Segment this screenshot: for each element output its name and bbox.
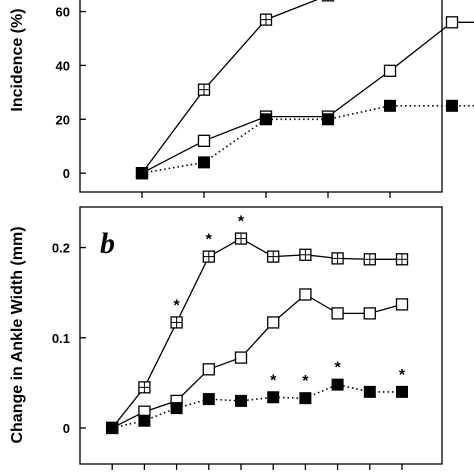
data-point xyxy=(136,167,148,180)
data-point xyxy=(170,402,183,415)
significance-star: * xyxy=(302,373,309,390)
series-square-filled xyxy=(136,99,474,180)
y-tick-label: 40 xyxy=(56,58,70,73)
y-tick-label: 0.1 xyxy=(52,331,70,346)
significance-star: * xyxy=(206,232,213,249)
data-point xyxy=(384,99,396,112)
series-line xyxy=(111,237,402,429)
plot-frame xyxy=(79,0,443,193)
data-point xyxy=(202,250,215,263)
significance-star: * xyxy=(173,297,180,314)
data-point xyxy=(446,99,458,112)
data-point xyxy=(267,250,280,263)
data-point xyxy=(138,414,151,427)
significance-star: * xyxy=(238,214,245,231)
y-tick-label: 0 xyxy=(63,421,70,436)
series-line xyxy=(112,383,402,429)
series-square-open xyxy=(135,16,474,180)
data-point xyxy=(395,298,409,311)
y-tick-label: 20 xyxy=(56,112,70,127)
y-tick-label: 0.2 xyxy=(52,241,70,256)
data-point xyxy=(106,421,119,434)
series-line xyxy=(141,0,319,174)
series-line xyxy=(141,21,474,174)
data-point xyxy=(234,351,248,364)
data-point xyxy=(234,232,248,245)
data-point xyxy=(197,134,211,147)
data-point xyxy=(267,316,280,329)
data-point xyxy=(198,156,210,169)
data-point xyxy=(259,13,273,26)
series-square-filled xyxy=(106,378,408,434)
panel-label: b xyxy=(100,227,115,260)
data-point xyxy=(299,248,312,261)
data-point xyxy=(138,381,151,394)
data-point xyxy=(383,64,397,77)
data-point xyxy=(299,392,312,405)
series-line xyxy=(141,105,474,174)
series-line xyxy=(111,293,403,429)
data-point xyxy=(260,113,272,126)
data-point xyxy=(267,391,280,404)
data-point xyxy=(322,113,334,126)
plot-frame xyxy=(79,206,443,465)
data-point xyxy=(202,363,215,376)
significance-star: * xyxy=(399,367,406,384)
data-point xyxy=(170,316,183,329)
data-point xyxy=(321,0,335,2)
significance-star: * xyxy=(334,360,341,377)
data-point xyxy=(202,393,215,406)
data-point xyxy=(363,253,376,266)
y-axis-title: Incidence (%) xyxy=(9,8,26,111)
data-point xyxy=(445,16,459,29)
y-axis-title: Change in Ankle Width (mm) xyxy=(9,226,26,443)
chart-panel-2: 0 0.1 0.2 Change in Ankle Width (mm) b * * * * * *… xyxy=(9,206,443,470)
series-square-cross xyxy=(106,232,409,435)
data-point xyxy=(331,378,344,391)
significance-star: * xyxy=(270,372,277,389)
data-point xyxy=(331,307,344,320)
series-square-open xyxy=(106,288,409,435)
data-point xyxy=(197,83,211,96)
y-tick-label: 0 xyxy=(63,166,70,181)
data-point xyxy=(363,385,376,398)
chart-panel-1: 0 20 40 60 Incidence (%) xyxy=(9,0,474,198)
data-point xyxy=(395,253,409,266)
data-point xyxy=(235,394,247,407)
data-point xyxy=(299,288,312,301)
y-tick-label: 60 xyxy=(56,5,70,20)
data-point xyxy=(396,385,408,398)
data-point xyxy=(363,307,376,320)
series-square-cross xyxy=(135,0,335,180)
data-point xyxy=(331,252,344,265)
